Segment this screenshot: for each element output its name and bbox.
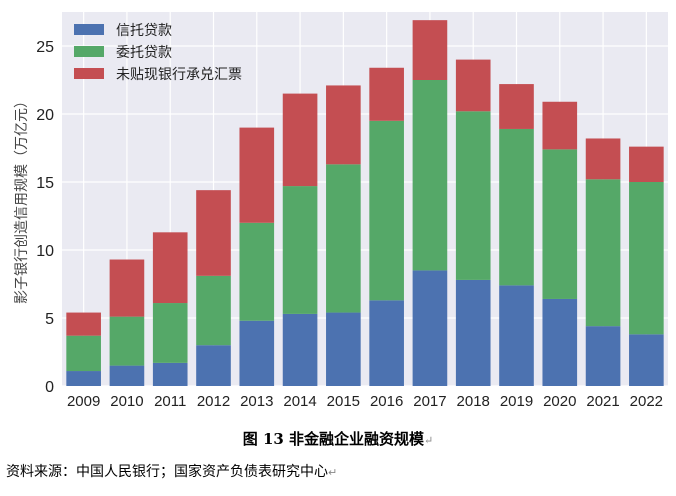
bar-2021-series-2 (585, 179, 621, 327)
bar-2022-series-3 (629, 146, 664, 182)
bar-2012-series-1 (196, 345, 231, 386)
bar-2016-series-2 (369, 120, 404, 301)
legend-label: 委托贷款 (116, 45, 172, 61)
bar-2011-series-1 (152, 362, 188, 386)
legend-label: 未贴现银行承兑汇票 (116, 67, 242, 83)
x-tick-label: 2014 (283, 393, 316, 410)
bar-2021-series-3 (585, 138, 621, 180)
bar-2017-series-1 (412, 270, 448, 386)
bar-2016-series-1 (369, 300, 404, 386)
bar-2013-series-2 (239, 222, 275, 321)
legend-label: 信托贷款 (116, 23, 172, 39)
bar-2010-series-2 (109, 316, 145, 366)
legend-swatch (74, 46, 104, 57)
bar-2009-series-1 (66, 371, 101, 386)
x-tick-label: 2013 (240, 393, 273, 410)
figure-caption: 图 13 非金融企业融资规模↵ (0, 428, 676, 449)
bar-2018-series-2 (455, 111, 491, 280)
bar-2014-series-2 (282, 186, 318, 314)
bar-2022-series-1 (629, 334, 664, 386)
paragraph-mark-icon: ↵ (328, 466, 338, 479)
source-note-text: 资料来源：中国人民银行；国家资产负债表研究中心 (6, 464, 328, 480)
bar-2010-series-3 (109, 259, 145, 317)
x-tick-label: 2011 (154, 393, 186, 410)
y-tick-label: 0 (45, 379, 54, 396)
bar-2011-series-2 (152, 303, 188, 363)
y-axis-ticks: 0 5 10 15 20 25 (36, 39, 54, 396)
x-tick-label: 2010 (110, 393, 143, 410)
bar-2012-series-2 (196, 275, 231, 346)
x-tick-label: 2018 (457, 393, 490, 410)
bar-2018-series-1 (455, 279, 491, 386)
bar-2009-series-2 (66, 335, 101, 372)
legend-swatch (74, 68, 104, 79)
bar-2009-series-3 (66, 312, 101, 336)
bar-2019-series-3 (499, 84, 534, 129)
bar-2019-series-2 (499, 128, 534, 286)
x-tick-label: 2017 (413, 393, 446, 410)
x-tick-label: 2020 (543, 393, 576, 410)
y-tick-label: 20 (36, 107, 54, 124)
bar-2017-series-2 (412, 80, 448, 271)
x-tick-label: 2015 (327, 393, 360, 410)
x-tick-label: 2022 (630, 393, 663, 410)
y-tick-label: 15 (36, 175, 54, 192)
bar-2012-series-3 (196, 190, 231, 276)
bar-2015-series-1 (326, 312, 361, 386)
bar-2020-series-2 (542, 149, 578, 299)
y-tick-label: 10 (36, 243, 54, 260)
bar-2015-series-2 (326, 164, 361, 313)
source-note: 资料来源：中国人民银行；国家资产负债表研究中心↵ (6, 461, 337, 481)
y-tick-label: 5 (45, 311, 54, 328)
y-axis-label: 影子银行创造信用规模（万亿元） (14, 94, 30, 304)
bar-2017-series-3 (412, 20, 448, 80)
x-tick-label: 2019 (500, 393, 533, 410)
bar-2019-series-1 (499, 285, 534, 386)
bar-2016-series-3 (369, 67, 404, 121)
x-tick-label: 2009 (67, 393, 100, 410)
paragraph-mark-icon: ↵ (424, 434, 434, 447)
bar-2011-series-3 (152, 232, 188, 304)
bar-2020-series-1 (542, 298, 578, 386)
x-tick-label: 2012 (197, 393, 230, 410)
bar-2021-series-1 (585, 326, 621, 386)
bar-2013-series-1 (239, 320, 275, 386)
legend-swatch (74, 24, 104, 35)
bar-2018-series-3 (455, 59, 491, 112)
figure-caption-text: 图 13 非金融企业融资规模 (242, 430, 425, 448)
x-tick-label: 2021 (586, 393, 619, 410)
bar-2015-series-3 (326, 85, 361, 165)
bar-2010-series-1 (109, 365, 145, 386)
bar-2020-series-3 (542, 101, 578, 150)
x-axis-ticks: 2009 2010 2011 2012 2013 2014 2015 2016 2017 2018… (67, 393, 663, 410)
x-tick-label: 2016 (370, 393, 403, 410)
bar-2013-series-3 (239, 127, 275, 223)
y-tick-label: 25 (36, 39, 54, 56)
bar-2014-series-1 (282, 313, 318, 386)
bar-2014-series-3 (282, 93, 318, 187)
bar-2022-series-2 (629, 182, 664, 335)
bars (66, 20, 664, 386)
